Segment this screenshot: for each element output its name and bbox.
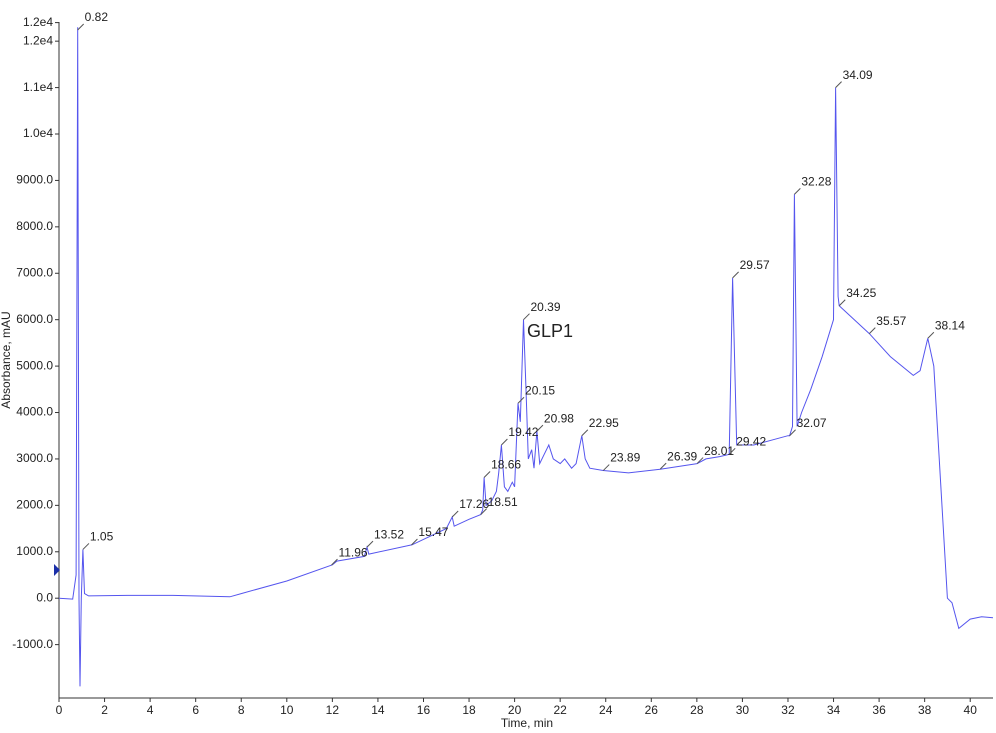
peak-label: 20.98 bbox=[544, 411, 574, 425]
y-tick-label: 0.0 bbox=[36, 590, 53, 604]
peak-leader bbox=[501, 438, 508, 446]
x-tick-label: 38 bbox=[918, 703, 932, 717]
peak-label: 11.96 bbox=[338, 545, 367, 559]
x-tick-label: 6 bbox=[192, 703, 199, 717]
peak-label: 26.39 bbox=[667, 449, 697, 463]
x-tick-label: 10 bbox=[280, 703, 294, 717]
peak-label: 35.57 bbox=[876, 314, 906, 328]
x-tick-label: 0 bbox=[56, 703, 63, 717]
y-axis-label: Absorbance, mAU bbox=[0, 311, 13, 408]
peak-leader bbox=[517, 396, 525, 404]
marker bbox=[54, 564, 60, 576]
y-tick-label: 9000.0 bbox=[16, 173, 53, 187]
peak-leader bbox=[536, 424, 544, 432]
peak-label: 20.15 bbox=[525, 383, 555, 397]
peak-leader bbox=[838, 299, 846, 307]
x-tick-label: 28 bbox=[690, 703, 704, 717]
peak-leader bbox=[581, 429, 589, 437]
y-tick-label: 3000.0 bbox=[16, 451, 53, 465]
peak-label: 13.52 bbox=[374, 527, 404, 541]
peak-label: 29.42 bbox=[736, 434, 766, 448]
peak-leader bbox=[483, 471, 491, 478]
peak-label: 32.28 bbox=[801, 175, 831, 189]
x-tick-label: 40 bbox=[964, 703, 978, 717]
peak-leader bbox=[523, 313, 530, 321]
peak-leader bbox=[868, 327, 876, 334]
x-tick-label: 14 bbox=[371, 703, 385, 717]
x-tick-label: 34 bbox=[827, 703, 841, 717]
peak-leader bbox=[366, 540, 374, 548]
peak-leader bbox=[927, 331, 935, 339]
peak-label: 22.95 bbox=[589, 416, 619, 430]
peak-label: 38.14 bbox=[935, 318, 965, 332]
x-tick-label: 20 bbox=[508, 703, 522, 717]
x-tick-label: 22 bbox=[553, 703, 567, 717]
peak-label: 0.82 bbox=[85, 10, 109, 24]
peak-leader bbox=[82, 543, 90, 550]
peak-leader bbox=[696, 457, 704, 464]
peak-leader bbox=[789, 429, 796, 437]
peak-label: 34.25 bbox=[846, 286, 876, 300]
peak-label: 18.66 bbox=[491, 458, 521, 472]
x-tick-label: 24 bbox=[599, 703, 613, 717]
peak-leader bbox=[451, 510, 459, 518]
peak-leader bbox=[732, 271, 739, 279]
x-tick-label: 36 bbox=[872, 703, 886, 717]
annotation: GLP1 bbox=[527, 321, 573, 341]
peak-label: 28.01 bbox=[704, 444, 734, 458]
peak-leader bbox=[835, 81, 842, 88]
y-tick-label: 1000.0 bbox=[16, 544, 53, 558]
y-tick-label: 2000.0 bbox=[16, 498, 53, 512]
y-tick-label: 8000.0 bbox=[16, 219, 53, 233]
x-tick-label: 16 bbox=[417, 703, 431, 717]
peak-label: 32.07 bbox=[797, 416, 827, 430]
x-tick-label: 12 bbox=[326, 703, 340, 717]
y-tick-label: 5000.0 bbox=[16, 358, 53, 372]
peak-label: 19.42 bbox=[508, 425, 538, 439]
peak-label: 15.47 bbox=[418, 525, 448, 539]
y-tick-label: 7000.0 bbox=[16, 265, 53, 279]
peak-leader bbox=[659, 462, 667, 470]
peak-leader bbox=[411, 538, 418, 546]
x-tick-label: 4 bbox=[147, 703, 154, 717]
x-tick-label: 18 bbox=[462, 703, 476, 717]
x-tick-label: 32 bbox=[781, 703, 795, 717]
peak-leader bbox=[331, 558, 338, 566]
peak-leader bbox=[602, 464, 610, 471]
y-tick-label: -1000.0 bbox=[12, 637, 53, 651]
y-tick-label: 4000.0 bbox=[16, 405, 53, 419]
peak-leader bbox=[794, 187, 801, 195]
x-tick-label: 8 bbox=[238, 703, 245, 717]
peak-label: 17.26 bbox=[459, 497, 489, 511]
x-axis-label: Time, min bbox=[501, 716, 553, 730]
y-tick-label: 1.0e4 bbox=[23, 126, 53, 140]
peak-label: 1.05 bbox=[90, 530, 114, 544]
y-tick-label: 1.1e4 bbox=[23, 80, 53, 94]
y-tick-label: 6000.0 bbox=[16, 312, 53, 326]
x-tick-label: 26 bbox=[645, 703, 659, 717]
peak-label: 18.51 bbox=[488, 495, 518, 509]
trace bbox=[58, 27, 994, 687]
x-tick-label: 2 bbox=[101, 703, 108, 717]
peak-label: 20.39 bbox=[530, 300, 560, 314]
x-tick-label: 30 bbox=[736, 703, 750, 717]
peak-leader bbox=[480, 508, 488, 515]
peak-label: 34.09 bbox=[843, 68, 873, 82]
peak-leader bbox=[77, 23, 85, 31]
peak-label: 29.57 bbox=[740, 258, 770, 272]
y-tick-label: 1.2e4 bbox=[23, 33, 53, 47]
peak-leader bbox=[728, 447, 736, 455]
peak-label: 23.89 bbox=[610, 451, 640, 465]
y-tick-label: 1.2e4 bbox=[23, 15, 53, 29]
